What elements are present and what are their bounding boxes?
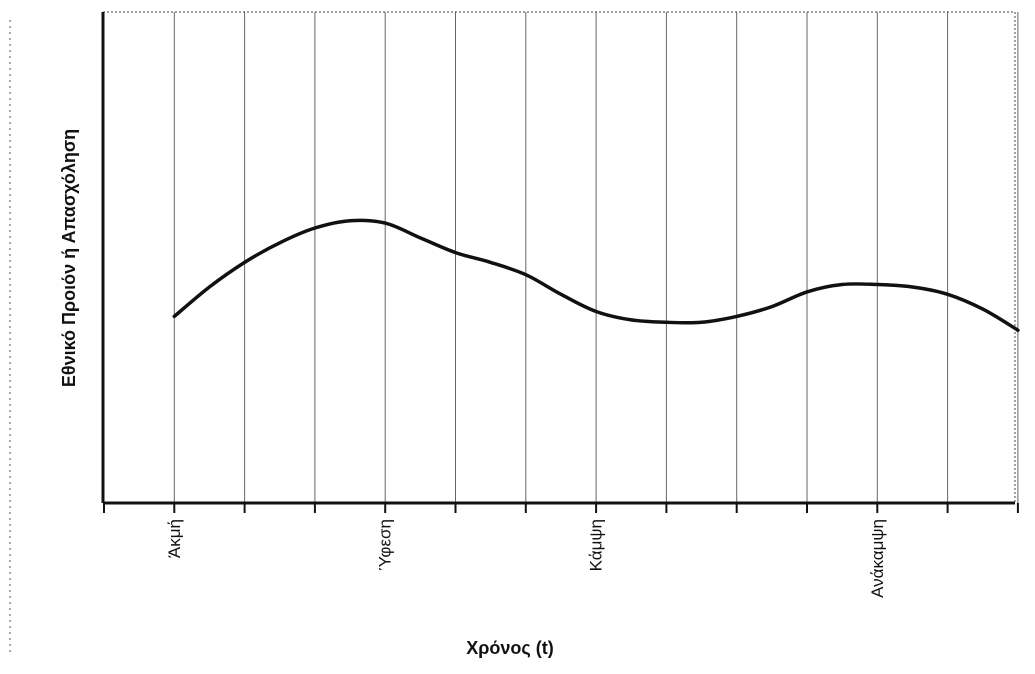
x-tick-labels: Άκμή Ύφεση Κάμψη Ανάκαμψη bbox=[165, 519, 887, 598]
y-axis-title: Εθνικό Προιόν ή Απασχόληση bbox=[59, 129, 79, 387]
vertical-gridlines bbox=[173, 12, 1019, 503]
x-axis-ticks bbox=[103, 503, 1019, 513]
x-tick-label: Άκμή bbox=[165, 519, 184, 558]
x-tick-label: Ύφεση bbox=[376, 519, 395, 571]
series-line bbox=[172, 218, 1020, 332]
x-axis-title: Χρόνος (t) bbox=[466, 638, 554, 658]
x-tick-label: Ανάκαμψη bbox=[868, 519, 887, 598]
x-tick-label: Κάμψη bbox=[587, 519, 606, 571]
